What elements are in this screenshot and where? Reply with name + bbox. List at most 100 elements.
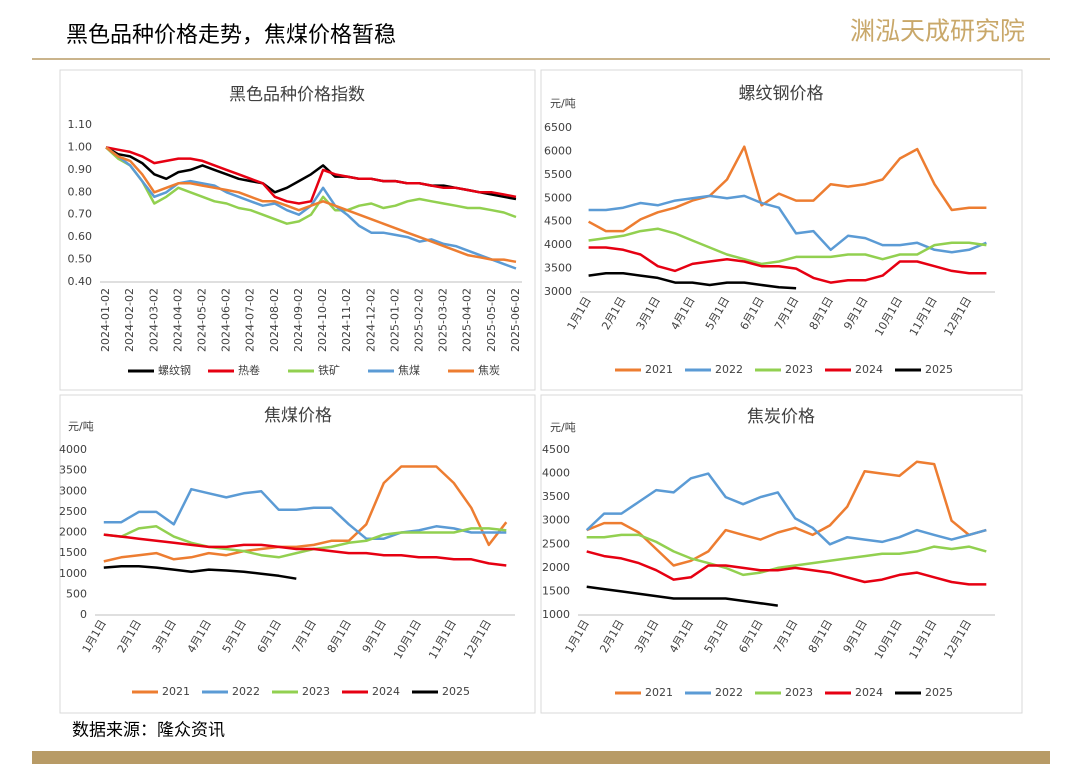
legend-label: 2025 — [925, 686, 953, 699]
x-tick-label: 2024-10-02 — [316, 288, 329, 352]
y-tick-label: 6500 — [544, 121, 572, 134]
y-axis-label: 元/吨 — [550, 421, 576, 434]
panel — [540, 394, 1023, 714]
x-tick-label: 2025-03-02 — [437, 288, 450, 352]
y-tick-label: 2000 — [542, 561, 570, 574]
x-tick-label: 2024-01-02 — [99, 288, 112, 352]
y-axis-label: 元/吨 — [68, 420, 94, 433]
legend-label: 2021 — [162, 685, 190, 698]
x-tick-label: 2024-06-02 — [220, 288, 233, 352]
series-line — [586, 460, 987, 567]
source-note: 数据来源：隆众资讯 — [72, 721, 225, 741]
chart-title: 焦煤价格 — [264, 406, 332, 426]
legend-label: 焦炭 — [478, 364, 500, 377]
legend-label: 2023 — [785, 363, 813, 376]
logo: 渊泓天成研究院 — [850, 17, 1025, 46]
legend-label: 铁矿 — [318, 364, 340, 377]
x-tick-label: 2024-08-02 — [268, 288, 281, 352]
y-tick-label: 0.90 — [68, 163, 93, 176]
legend-label: 热卷 — [238, 363, 260, 377]
series-line — [105, 146, 517, 264]
series-line — [103, 487, 507, 540]
y-tick-label: 4500 — [542, 443, 570, 456]
x-tick-label: 2025-02-02 — [413, 288, 426, 352]
y-tick-label: 0.80 — [68, 185, 93, 198]
y-axis-label: 元/吨 — [550, 97, 576, 110]
chart-title: 焦炭价格 — [747, 407, 815, 427]
y-tick-label: 4000 — [544, 238, 572, 251]
series-line — [103, 533, 507, 567]
legend-label: 2024 — [855, 363, 883, 376]
y-tick-label: 6000 — [544, 144, 572, 157]
panel — [59, 69, 536, 391]
y-tick-label: 5500 — [544, 168, 572, 181]
x-tick-label: 2025-04-02 — [461, 288, 474, 352]
legend-label: 2023 — [302, 685, 330, 698]
y-tick-label: 3000 — [544, 285, 572, 298]
y-tick-label: 0.60 — [68, 230, 93, 243]
series-line — [588, 145, 987, 233]
x-tick-label: 2024-12-02 — [364, 288, 377, 352]
y-tick-label: 3000 — [59, 484, 87, 497]
x-tick-label: 2024-07-02 — [244, 288, 257, 352]
y-tick-label: 1500 — [542, 584, 570, 597]
series-line — [103, 565, 297, 580]
legend-label: 2021 — [645, 363, 673, 376]
series-line — [585, 472, 987, 546]
legend-label: 焦煤 — [398, 364, 420, 377]
legend-label: 2024 — [855, 686, 883, 699]
y-tick-label: 1000 — [59, 567, 87, 580]
series-line — [105, 146, 517, 205]
series-line — [588, 227, 987, 266]
legend-label: 2021 — [645, 686, 673, 699]
legend-label: 2022 — [715, 686, 743, 699]
legend-label: 2023 — [785, 686, 813, 699]
x-tick-label: 2024-05-02 — [195, 288, 208, 352]
series-line — [588, 272, 797, 290]
series-line — [103, 525, 507, 559]
legend-label: 螺纹钢 — [158, 363, 191, 377]
legend-label: 2022 — [715, 363, 743, 376]
chart-title: 黑色品种价格指数 — [229, 85, 365, 105]
legend-label: 2024 — [372, 685, 400, 698]
x-tick-label: 2025-06-02 — [509, 288, 522, 352]
series-line — [588, 246, 987, 284]
y-tick-label: 1.10 — [68, 118, 93, 131]
series-line — [105, 146, 517, 201]
y-tick-label: 2500 — [59, 505, 87, 518]
y-tick-label: 1500 — [59, 546, 87, 559]
x-tick-label: 2024-09-02 — [292, 288, 305, 352]
y-tick-label: 0.50 — [68, 253, 93, 266]
y-tick-label: 0.70 — [68, 208, 93, 221]
x-tick-label: 2024-04-02 — [171, 288, 184, 352]
x-tick-label: 2024-02-02 — [123, 288, 136, 352]
series-line — [586, 585, 778, 607]
y-tick-label: 2000 — [59, 526, 87, 539]
x-tick-label: 2025-01-02 — [388, 288, 401, 352]
y-tick-label: 3000 — [542, 514, 570, 527]
series-line — [586, 533, 987, 577]
legend-label: 2025 — [925, 363, 953, 376]
y-tick-label: 3500 — [59, 464, 87, 477]
y-tick-label: 0.40 — [68, 275, 93, 288]
y-tick-label: 3500 — [542, 490, 570, 503]
series-line — [105, 146, 517, 225]
y-tick-label: 500 — [66, 587, 87, 600]
footer-bar — [32, 751, 1050, 764]
chart-title: 螺纹钢价格 — [739, 84, 824, 104]
y-tick-label: 1000 — [542, 608, 570, 621]
y-tick-label: 5000 — [544, 191, 572, 204]
y-tick-label: 1.00 — [68, 140, 93, 153]
x-tick-label: 2025-05-02 — [485, 288, 498, 352]
y-tick-label: 4000 — [59, 443, 87, 456]
series-line — [103, 465, 508, 563]
y-tick-label: 0 — [80, 608, 87, 621]
y-tick-label: 4500 — [544, 215, 572, 228]
legend-label: 2025 — [442, 685, 470, 698]
y-tick-label: 4000 — [542, 467, 570, 480]
legend-label: 2022 — [232, 685, 260, 698]
x-tick-label: 2024-03-02 — [147, 288, 160, 352]
series-line — [588, 194, 987, 254]
y-tick-label: 3500 — [544, 262, 572, 275]
